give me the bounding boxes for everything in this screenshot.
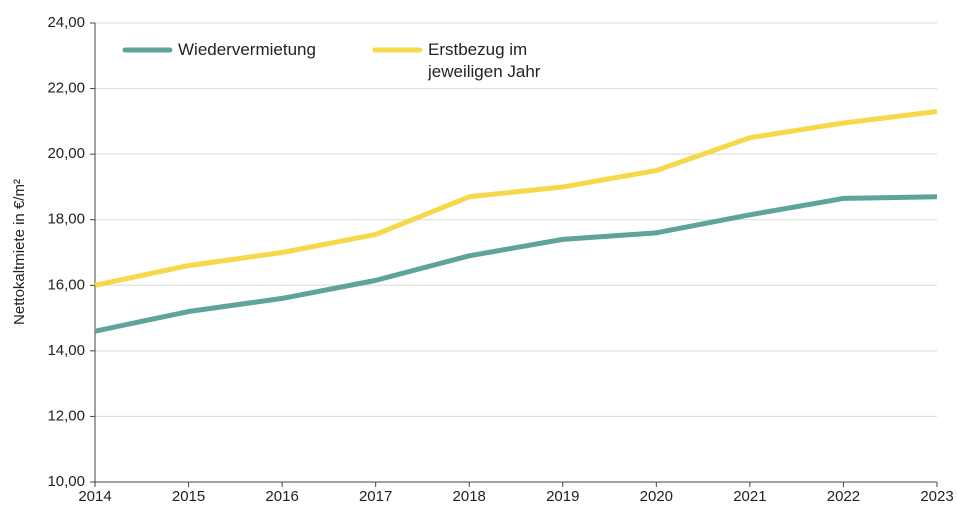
x-tick-label: 2019 <box>546 488 579 505</box>
x-tick-label: 2023 <box>920 488 953 505</box>
y-tick-label: 24,00 <box>47 14 85 31</box>
data-line <box>94 109 938 288</box>
x-tick-label: 2015 <box>172 488 205 505</box>
legend-entry: Erstbezug im jeweiligen Jahr <box>428 40 541 81</box>
y-tick-label: 12,00 <box>47 407 85 424</box>
y-tick-label: 10,00 <box>47 473 85 490</box>
x-tick-label: 2021 <box>733 488 766 505</box>
x-tick-label: 2020 <box>640 488 673 505</box>
x-tick-label: 2022 <box>827 488 860 505</box>
y-tick-label: 22,00 <box>47 80 85 97</box>
x-tick-label: 2016 <box>265 488 298 505</box>
legend-label: Wiedervermietung <box>178 40 316 59</box>
y-tick-label: 14,00 <box>47 342 85 359</box>
legend-entry: Wiedervermietung <box>178 40 316 59</box>
x-tick-label: 2014 <box>78 488 111 505</box>
data-line <box>94 194 938 334</box>
legend-label: Erstbezug im jeweiligen Jahr <box>428 40 541 81</box>
x-tick-label: 2018 <box>453 488 486 505</box>
y-axis-label: Nettokaltmiete in €/m² <box>11 179 28 325</box>
y-tick-label: 18,00 <box>47 211 85 228</box>
x-tick-label: 2017 <box>359 488 392 505</box>
y-tick-label: 20,00 <box>47 145 85 162</box>
y-tick-label: 16,00 <box>47 276 85 293</box>
